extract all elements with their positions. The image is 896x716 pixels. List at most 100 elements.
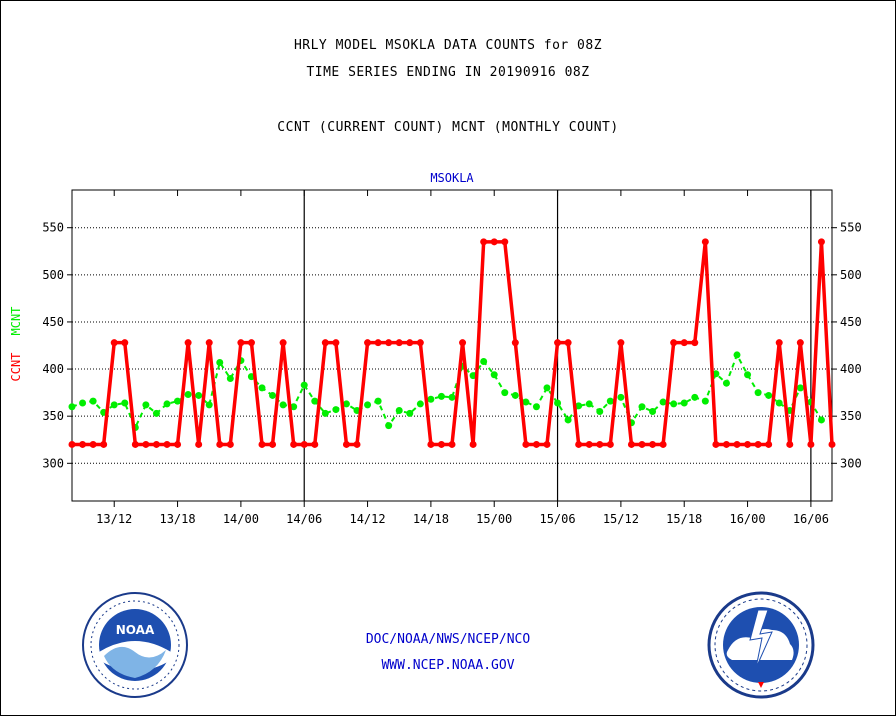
series-point-ccnt — [216, 440, 224, 448]
y-tick-label-left: 300 — [42, 456, 64, 470]
series-point-mcnt — [290, 403, 298, 411]
series-point-mcnt — [279, 401, 287, 409]
series-point-mcnt — [374, 397, 382, 405]
series-point-ccnt — [575, 440, 583, 448]
series-point-ccnt — [121, 339, 129, 347]
series-point-mcnt — [564, 416, 572, 424]
noaa-logo-icon: NOAA — [82, 592, 188, 698]
series-point-mcnt — [448, 393, 456, 401]
series-point-ccnt — [226, 440, 234, 448]
series-point-mcnt — [606, 397, 614, 405]
y-tick-label-right: 400 — [840, 362, 862, 376]
series-point-ccnt — [68, 440, 76, 448]
series-point-ccnt — [828, 440, 836, 448]
time-series-chart: 300 300 350 350 400 400 450 450 500 500 550 550 13/1… — [9, 171, 862, 526]
series-point-ccnt — [480, 238, 488, 246]
series-point-ccnt — [564, 339, 572, 347]
series-point-mcnt — [575, 402, 583, 410]
series-point-ccnt — [416, 339, 424, 347]
y-tick-label-left: 500 — [42, 268, 64, 282]
series-point-ccnt — [205, 339, 213, 347]
series-point-ccnt — [364, 339, 372, 347]
series-point-mcnt — [163, 400, 171, 408]
series-point-mcnt — [258, 384, 266, 392]
x-tick-label: 14/12 — [349, 512, 385, 526]
series-point-ccnt — [247, 339, 255, 347]
series-point-ccnt — [786, 440, 794, 448]
series-point-mcnt — [406, 409, 414, 417]
series-point-ccnt — [174, 440, 182, 448]
series-point-mcnt — [300, 381, 308, 389]
series-point-mcnt — [321, 409, 329, 417]
series-point-ccnt — [532, 440, 540, 448]
series-point-mcnt — [226, 374, 234, 382]
series-point-mcnt — [501, 389, 509, 397]
series-point-mcnt — [490, 371, 498, 379]
series-point-mcnt — [79, 399, 87, 407]
series-point-ccnt — [554, 339, 562, 347]
series-point-mcnt — [638, 403, 646, 411]
series-point-ccnt — [670, 339, 678, 347]
series-point-ccnt — [691, 339, 699, 347]
series-point-ccnt — [733, 440, 741, 448]
series-point-ccnt — [596, 440, 604, 448]
series-point-mcnt — [712, 370, 720, 378]
series-point-ccnt — [237, 339, 245, 347]
series-point-ccnt — [300, 440, 308, 448]
series-point-mcnt — [659, 398, 667, 406]
series-point-ccnt — [100, 440, 108, 448]
series-point-mcnt — [480, 358, 488, 366]
series-point-mcnt — [427, 395, 435, 403]
y-tick-label-left: 450 — [42, 315, 64, 329]
series-point-mcnt — [395, 407, 403, 415]
series-point-mcnt — [342, 400, 350, 408]
station-label: MSOKLA — [430, 171, 474, 185]
series-point-mcnt — [110, 401, 118, 409]
series-point-mcnt — [184, 391, 192, 399]
footer-org-line: DOC/NOAA/NWS/NCEP/NCO — [365, 632, 531, 647]
series-point-ccnt — [79, 440, 87, 448]
series-point-mcnt — [68, 403, 76, 411]
series-point-mcnt — [796, 384, 804, 392]
series-point-ccnt — [775, 339, 783, 347]
series-point-ccnt — [543, 440, 551, 448]
series-point-ccnt — [617, 339, 625, 347]
y-tick-label-right: 550 — [840, 221, 862, 235]
series-point-mcnt — [670, 400, 678, 408]
series-point-ccnt — [585, 440, 593, 448]
series-point-ccnt — [722, 440, 730, 448]
series-point-mcnt — [817, 416, 825, 424]
series-point-mcnt — [174, 397, 182, 405]
x-tick-label: 15/12 — [603, 512, 639, 526]
series-point-ccnt — [110, 339, 118, 347]
x-tick-label: 14/18 — [413, 512, 449, 526]
y-tick-label-left: 350 — [42, 409, 64, 423]
series-point-mcnt — [585, 400, 593, 408]
series-point-mcnt — [775, 399, 783, 407]
series-point-ccnt — [765, 440, 773, 448]
x-tick-label: 14/00 — [223, 512, 259, 526]
y-tick-label-right: 500 — [840, 268, 862, 282]
series-point-mcnt — [364, 401, 372, 409]
series-point-mcnt — [744, 371, 752, 379]
series-point-ccnt — [807, 440, 815, 448]
series-point-ccnt — [311, 440, 319, 448]
series-point-ccnt — [606, 440, 614, 448]
y-axis-label-group: CCNT MCNT — [9, 307, 23, 382]
series-point-ccnt — [754, 440, 762, 448]
series-point-mcnt — [543, 384, 551, 392]
x-tick-label: 13/18 — [159, 512, 195, 526]
series-point-ccnt — [744, 440, 752, 448]
series-point-ccnt — [490, 238, 498, 246]
series-point-mcnt — [121, 399, 129, 407]
series-point-ccnt — [501, 238, 509, 246]
series-point-ccnt — [459, 339, 467, 347]
series-point-ccnt — [342, 440, 350, 448]
chart-title-line2: TIME SERIES ENDING IN 20190916 08Z — [306, 65, 590, 80]
x-tick-label: 15/00 — [476, 512, 512, 526]
y-tick-label-right: 350 — [840, 409, 862, 423]
series-point-ccnt — [332, 339, 340, 347]
series-point-mcnt — [554, 399, 562, 407]
series-point-mcnt — [216, 358, 224, 366]
footer-url[interactable]: WWW.NCEP.NOAA.GOV — [381, 658, 515, 673]
